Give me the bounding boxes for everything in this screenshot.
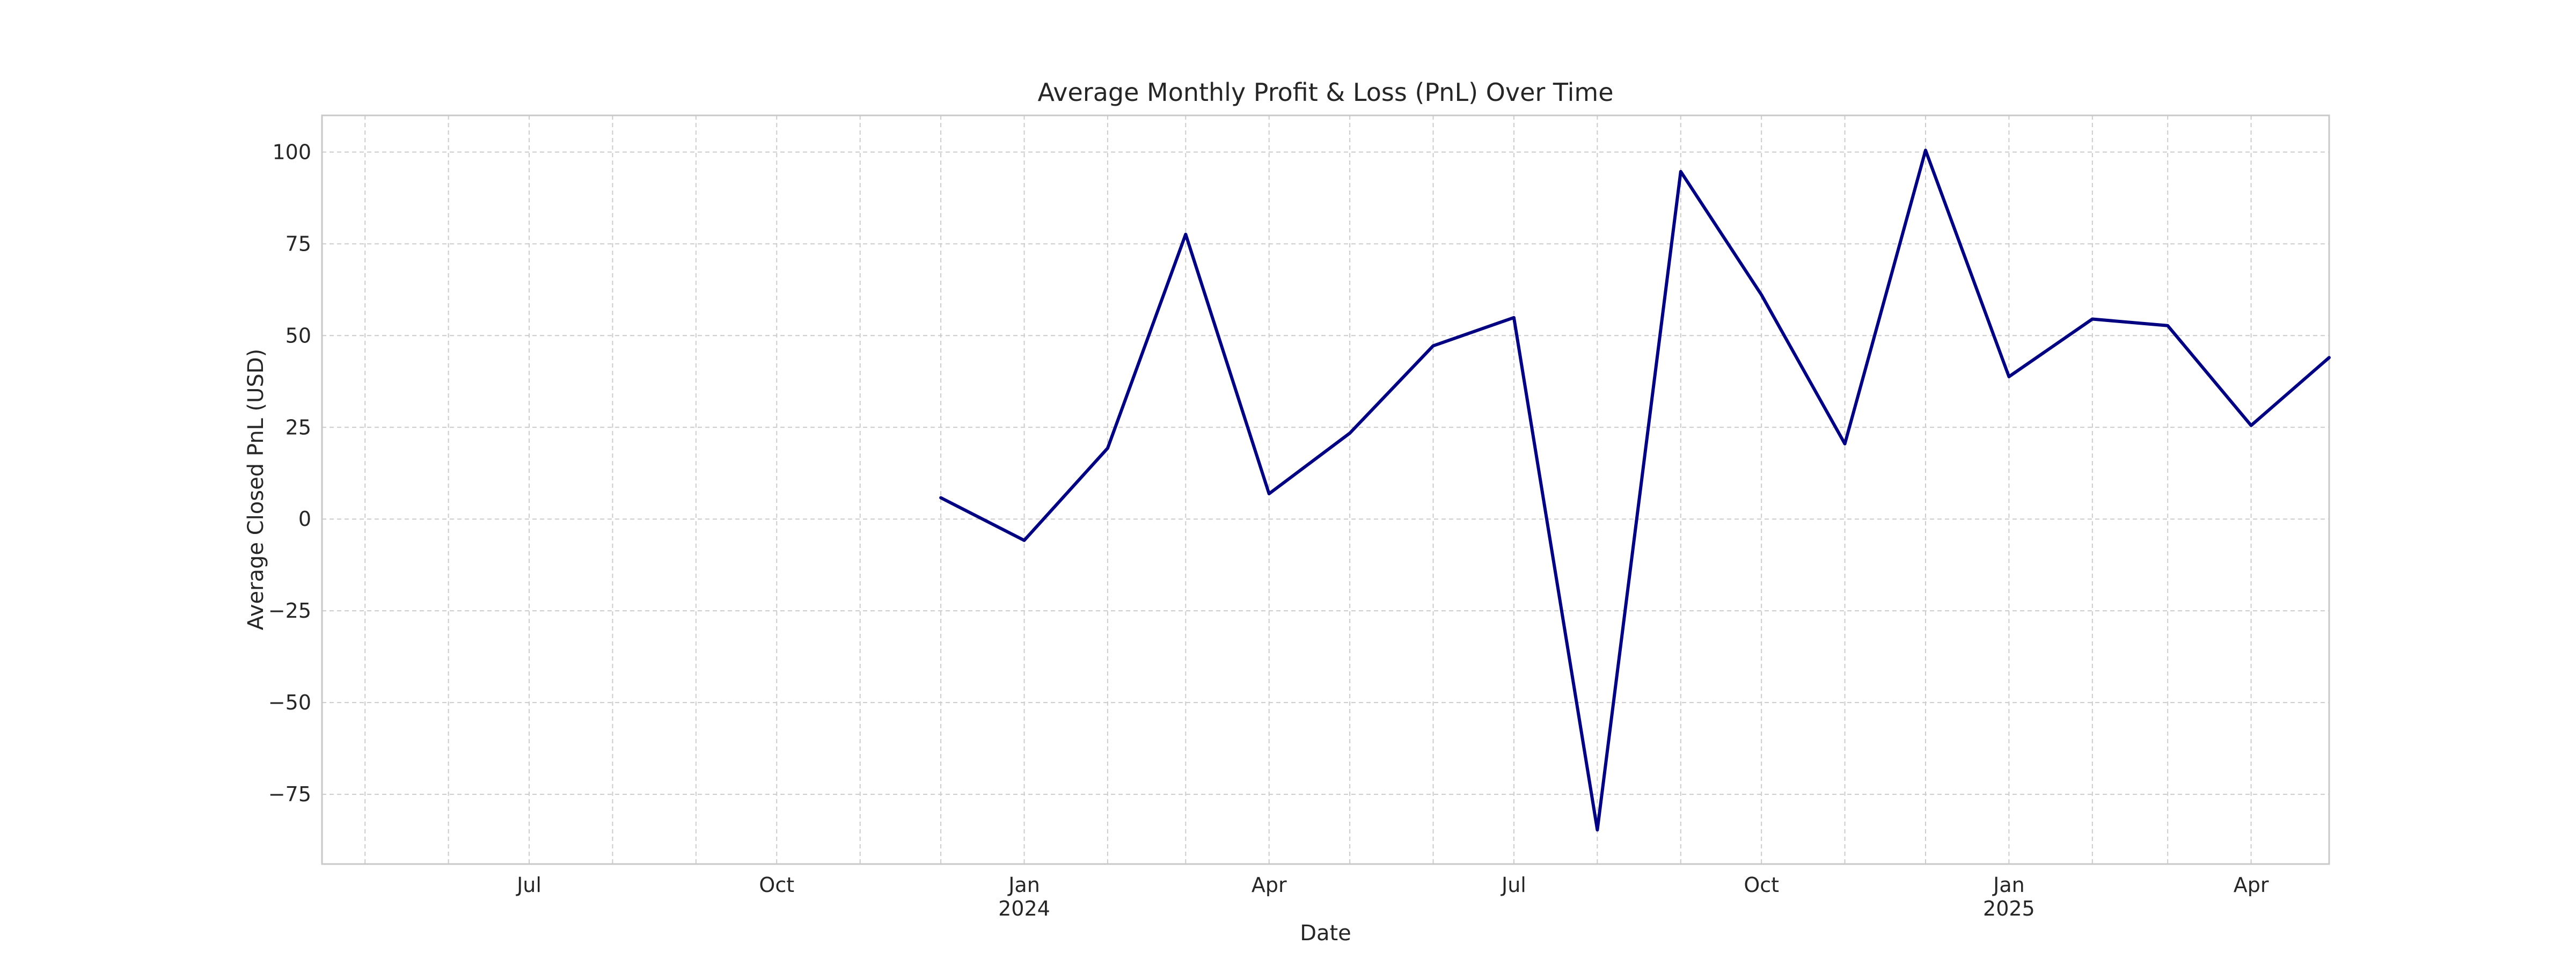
y-tick-label: 0 [298,507,311,531]
plot-frame [321,114,2330,865]
y-tick-label: 25 [286,415,311,439]
y-tick-label: −25 [268,599,311,623]
x-tick-label: Apr [1252,873,1287,897]
y-tick-label: −75 [268,782,311,806]
chart-title: Average Monthly Profit & Loss (PnL) Over… [1037,78,1613,107]
x-tick-label: Oct [759,873,794,897]
y-tick-label: 50 [286,324,311,347]
x-tick-year-label: 2024 [998,897,1050,920]
x-tick-label: Jul [516,873,541,897]
x-tick-label: Jul [1501,873,1526,897]
series-line [939,149,2331,832]
y-tick-label: 100 [272,140,311,164]
x-axis-label: Date [1300,921,1351,946]
y-tick-label: −50 [268,691,311,714]
y-tick-label: 75 [286,232,311,255]
y-axis-label: Average Closed PnL (USD) [244,349,268,631]
x-tick-year-label: 2025 [1983,897,2035,920]
x-tick-label: Apr [2234,873,2269,897]
x-tick-label: Jan [1992,873,2025,897]
x-tick-label: Jan [1007,873,1040,897]
y-tick-labels: 100 75 50 25 0 −25 −50 −75 [268,140,311,806]
series-layer [939,149,2331,832]
x-tick-label: Oct [1744,873,1779,897]
grid-lines [322,115,2329,864]
